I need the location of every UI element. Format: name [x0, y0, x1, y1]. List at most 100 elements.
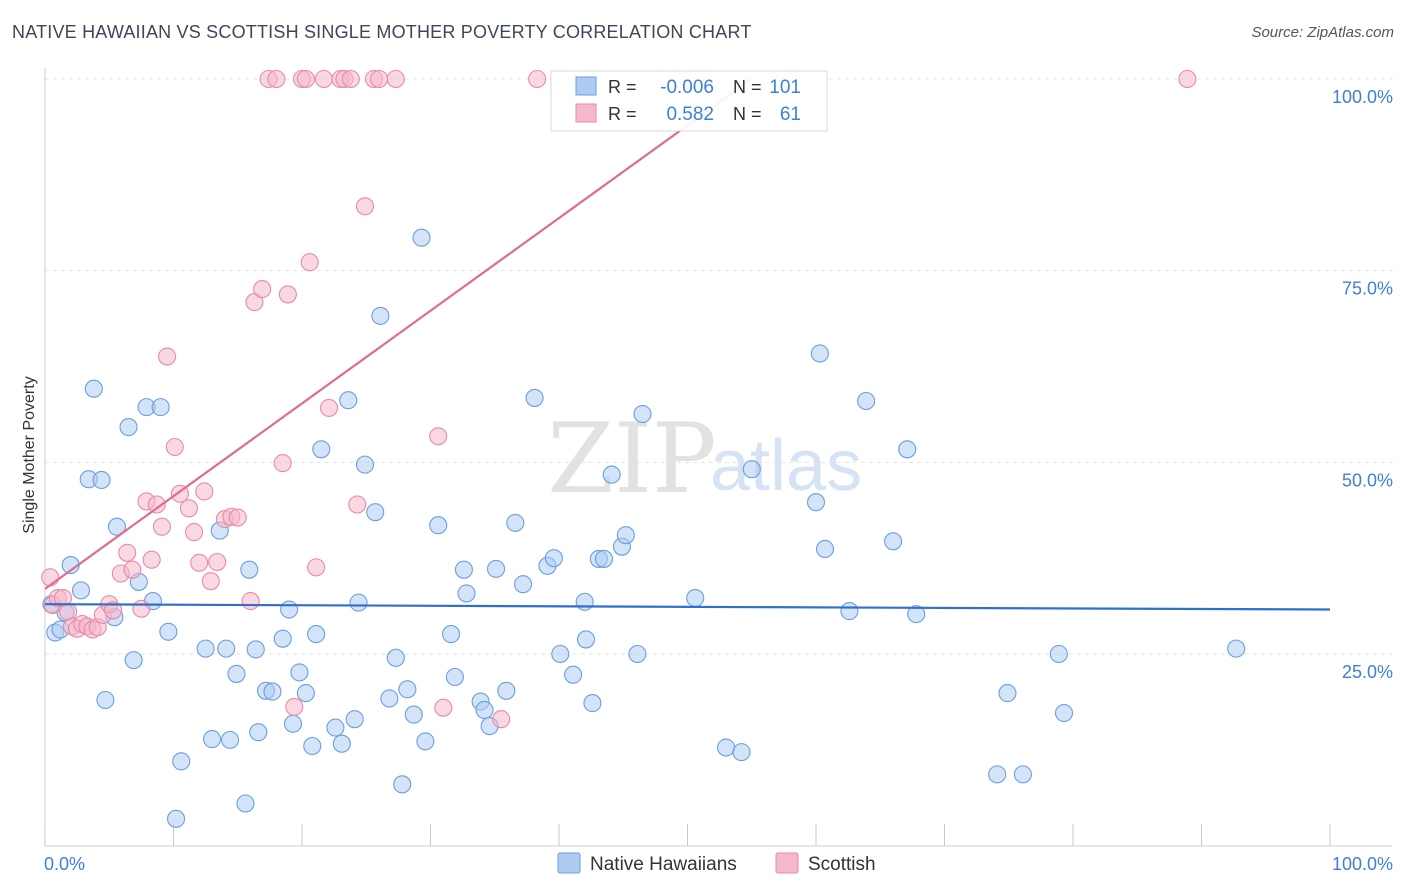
native-hawaiians-point [119, 418, 138, 437]
stats-legend-box [550, 70, 828, 132]
watermark-zip: ZIP [547, 403, 716, 515]
series-legend: Native Hawaiians Scottish [557, 852, 876, 875]
legend-scottish-swatch [775, 852, 799, 874]
native-hawaiians-point [283, 714, 303, 733]
native-hawaiians-point [273, 629, 292, 648]
native-hawaiians-point [857, 391, 876, 411]
y-tick-label: 25.0% [1342, 662, 1393, 682]
y-tick-label: 75.0% [1342, 279, 1393, 299]
native-hawaiians-point [840, 602, 859, 621]
scottish-point [355, 197, 375, 216]
y-tick-label: 50.0% [1342, 470, 1393, 490]
native-hawaiians-point [249, 723, 268, 742]
native-hawaiians-point [339, 391, 358, 410]
scottish-point [296, 69, 315, 89]
native-hawaiians-point [159, 622, 178, 641]
native-hawaiians-point [551, 644, 570, 664]
native-hawaiians-point [429, 516, 448, 535]
native-hawaiians-point [290, 663, 309, 682]
y-axis-label: Single Mother Poverty [21, 376, 38, 533]
scottish-point [142, 550, 161, 569]
native-hawaiians-point [594, 549, 614, 568]
native-hawaiians-point [583, 694, 602, 713]
x-tick-label: 0.0% [44, 854, 85, 874]
native-hawaiians-point [107, 517, 127, 536]
native-hawaiians-point [246, 640, 265, 659]
native-hawaiians-point [236, 794, 255, 813]
r-label: R = [608, 77, 637, 97]
scottish-point [528, 69, 547, 89]
y-tick-label: 100.0% [1332, 87, 1393, 107]
watermark: ZIP atlas [547, 403, 862, 515]
legend-native-hawaiians-label: Native Hawaiians [590, 854, 737, 875]
native-hawaiians-point [497, 681, 516, 700]
chart-title: NATIVE HAWAIIAN VS SCOTTISH SINGLE MOTHE… [12, 22, 752, 42]
scottish-point [300, 253, 319, 272]
native-hawaiians-point [564, 665, 583, 684]
native-hawaiians-point [84, 379, 103, 398]
scottish-point [165, 437, 184, 457]
scottish-point [241, 592, 260, 611]
native-hawaiians-point [404, 705, 423, 724]
native-hawaiians-point [412, 228, 431, 247]
source-label: Source: ZipAtlas.com [1251, 24, 1394, 41]
native-hawaiians-point [151, 398, 170, 417]
native-hawaiians-point [475, 700, 494, 720]
native-hawaiians-point [457, 584, 476, 603]
native-hawaiians-point [371, 306, 390, 325]
scottish-point [348, 495, 367, 514]
scottish-point [1178, 69, 1197, 89]
scottish-point [132, 599, 151, 618]
native-hawaiians-point [355, 455, 375, 474]
native-hawaiians-point [898, 440, 917, 459]
native-hawaiians-point [1227, 639, 1246, 658]
native-hawaiians-point [1049, 644, 1068, 664]
native-hawaiians-point [633, 404, 652, 424]
scottish-point [278, 285, 297, 304]
native-hawaiians-point [806, 493, 826, 512]
native-hawaiians-point [416, 732, 435, 751]
native-hawaiians-point [576, 630, 596, 649]
legend-scottish-label: Scottish [808, 854, 876, 875]
x-tick-label: 100.0% [1332, 854, 1393, 874]
native-hawaiians-point [544, 549, 563, 568]
scottish-point [341, 69, 360, 89]
native-hawaiians-point [716, 738, 736, 757]
axes [44, 68, 1392, 847]
r-label: R = [608, 104, 637, 124]
native-hawaiians-point [220, 730, 240, 749]
native-hawaiians-point [445, 667, 464, 687]
r-value: -0.006 [660, 77, 714, 98]
n-value: 61 [780, 104, 801, 125]
scottish-point [152, 517, 171, 536]
scottish-point [201, 572, 220, 591]
native-hawaiians-point [442, 625, 461, 644]
scottish-point [41, 568, 60, 587]
native-hawaiians-point [172, 752, 191, 771]
n-value: 101 [769, 77, 801, 98]
scottish-point [179, 499, 198, 518]
native-hawaiians-point [203, 730, 222, 749]
scottish-point [147, 495, 166, 514]
scottish-point [267, 69, 286, 89]
native-hawaiians-point [296, 684, 315, 703]
native-hawaiians-point [349, 593, 368, 612]
native-hawaiians-point [907, 605, 926, 624]
native-hawaiians-point [345, 710, 364, 729]
native-hawaiians-point [686, 588, 705, 608]
scottish-point [190, 553, 209, 572]
native-hawaiians-point [332, 734, 351, 753]
r-value: 0.582 [666, 104, 714, 125]
native-hawaiians-point [307, 625, 326, 644]
native-hawaiians-point [366, 503, 385, 522]
native-hawaiians-point [732, 743, 751, 762]
native-hawaiians-point [506, 513, 525, 532]
stats-legend: R = -0.006 N = 101 R = 0.582 N = 61 [550, 70, 828, 132]
scottish-trendline [44, 78, 753, 590]
scottish-point [386, 69, 405, 89]
native-hawaiians-point [124, 651, 143, 670]
scottish-swatch [575, 103, 597, 123]
native-hawaiians-point [742, 460, 761, 479]
native-hawaiians-point [884, 532, 903, 551]
native-hawaiians-point [525, 388, 544, 407]
